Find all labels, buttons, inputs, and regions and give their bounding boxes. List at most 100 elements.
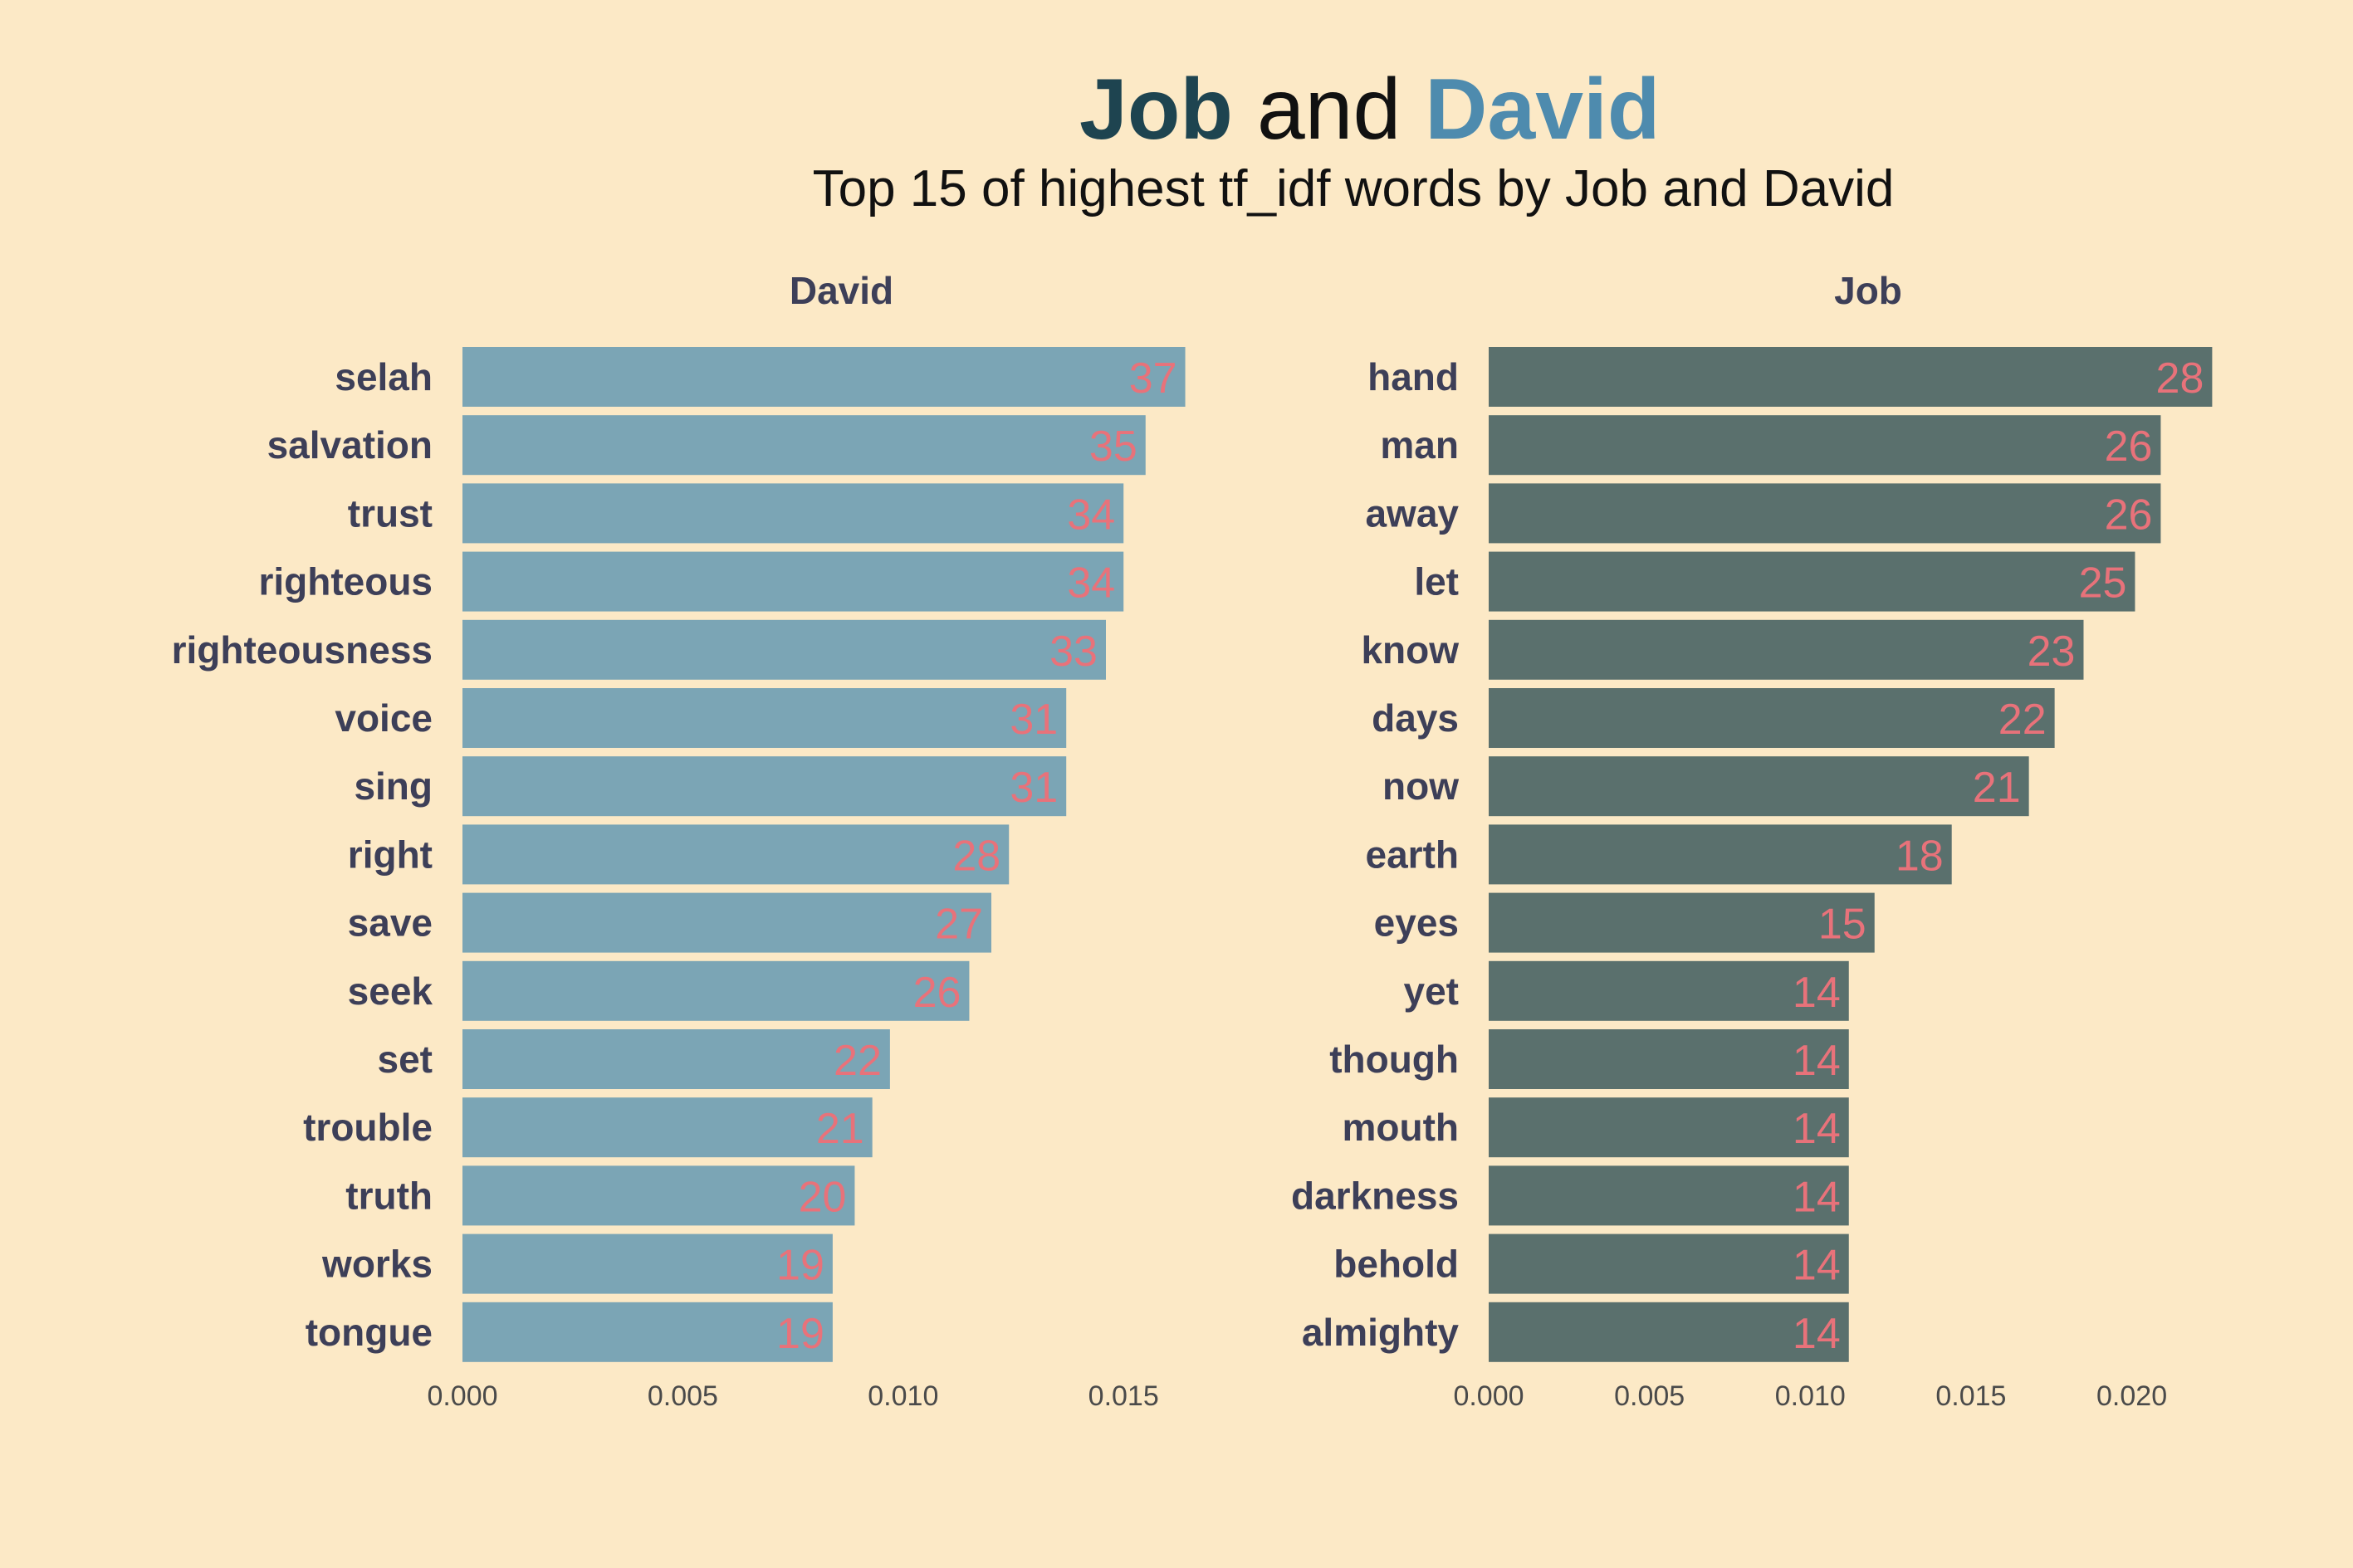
facet-label-david: David bbox=[790, 269, 893, 312]
bar-job-yet bbox=[1489, 960, 1849, 1021]
word-label-job-days: days bbox=[1372, 696, 1459, 740]
value-label-job-though: 14 bbox=[1793, 1037, 1841, 1085]
word-label-job-away: away bbox=[1365, 491, 1459, 535]
bar-david-voice bbox=[462, 688, 1067, 748]
value-label-job-earth: 18 bbox=[1896, 832, 1944, 880]
value-label-david-righteousness: 33 bbox=[1049, 628, 1098, 676]
value-label-david-set: 22 bbox=[834, 1037, 882, 1085]
bar-david-tongue bbox=[462, 1302, 833, 1362]
value-label-job-mouth: 14 bbox=[1793, 1105, 1841, 1153]
word-label-job-almighty: almighty bbox=[1302, 1311, 1460, 1354]
word-label-david-selah: selah bbox=[335, 355, 433, 398]
value-label-job-hand: 28 bbox=[2156, 354, 2204, 403]
x-tick-david-0.000: 0.000 bbox=[427, 1380, 497, 1412]
value-label-job-days: 22 bbox=[1998, 696, 2047, 744]
word-label-job-earth: earth bbox=[1366, 833, 1459, 876]
value-label-job-almighty: 14 bbox=[1793, 1310, 1841, 1358]
bar-job-behold bbox=[1489, 1233, 1849, 1294]
title-david: David bbox=[1425, 61, 1661, 158]
bar-job-man bbox=[1489, 415, 2161, 476]
word-label-david-sing: sing bbox=[354, 764, 433, 808]
bar-david-truth bbox=[462, 1165, 855, 1226]
bar-david-righteous bbox=[462, 551, 1124, 612]
word-label-david-set: set bbox=[378, 1038, 433, 1081]
bar-david-sing bbox=[462, 756, 1067, 817]
x-tick-job-0.020: 0.020 bbox=[2096, 1380, 2167, 1412]
word-label-david-right: right bbox=[348, 833, 433, 876]
value-label-job-yet: 14 bbox=[1793, 969, 1841, 1017]
word-label-david-works: works bbox=[321, 1243, 433, 1286]
value-label-david-tongue: 19 bbox=[776, 1310, 824, 1358]
bar-job-days bbox=[1489, 688, 2055, 748]
word-label-job-yet: yet bbox=[1404, 970, 1459, 1013]
main-title: Job and David bbox=[1079, 60, 1660, 159]
value-label-job-man: 26 bbox=[2105, 423, 2153, 471]
bar-david-salvation bbox=[462, 415, 1146, 476]
x-tick-job-0.005: 0.005 bbox=[1614, 1380, 1685, 1412]
word-label-david-trust: trust bbox=[348, 491, 433, 535]
bar-job-eyes bbox=[1489, 892, 1875, 953]
value-label-david-righteous: 34 bbox=[1067, 559, 1115, 608]
x-tick-david-0.005: 0.005 bbox=[648, 1380, 718, 1412]
value-label-david-trust: 34 bbox=[1067, 491, 1115, 539]
value-label-job-away: 26 bbox=[2105, 491, 2153, 539]
bar-david-selah bbox=[462, 347, 1186, 407]
title-job: Job bbox=[1079, 61, 1233, 158]
x-tick-david-0.010: 0.010 bbox=[868, 1380, 938, 1412]
bar-job-mouth bbox=[1489, 1097, 1849, 1158]
bar-david-righteousness bbox=[462, 619, 1106, 680]
value-label-david-selah: 37 bbox=[1129, 354, 1177, 403]
value-label-david-salvation: 35 bbox=[1089, 423, 1137, 471]
value-label-david-seek: 26 bbox=[913, 969, 961, 1017]
value-label-david-works: 19 bbox=[776, 1242, 824, 1290]
chart-subtitle: Top 15 of highest tf_idf words by Job an… bbox=[812, 160, 1895, 217]
word-label-job-let: let bbox=[1414, 560, 1459, 603]
x-tick-job-0.010: 0.010 bbox=[1775, 1380, 1846, 1412]
bar-david-seek bbox=[462, 960, 970, 1021]
word-label-david-tongue: tongue bbox=[306, 1311, 433, 1354]
bar-job-darkness bbox=[1489, 1165, 1849, 1226]
word-label-job-hand: hand bbox=[1367, 355, 1459, 398]
bar-david-right bbox=[462, 824, 1010, 885]
x-tick-job-0.015: 0.015 bbox=[1935, 1380, 2006, 1412]
bar-job-now bbox=[1489, 756, 2029, 817]
word-label-job-behold: behold bbox=[1333, 1243, 1459, 1286]
value-label-job-let: 25 bbox=[2079, 559, 2127, 608]
word-label-job-eyes: eyes bbox=[1374, 901, 1459, 945]
bar-job-hand bbox=[1489, 347, 2213, 407]
word-label-job-now: now bbox=[1382, 764, 1459, 808]
bar-david-trouble bbox=[462, 1097, 873, 1158]
bar-job-away bbox=[1489, 483, 2161, 544]
word-label-job-man: man bbox=[1380, 423, 1459, 466]
bar-david-save bbox=[462, 892, 991, 953]
word-label-david-truth: truth bbox=[345, 1174, 433, 1217]
bar-david-set bbox=[462, 1029, 890, 1089]
word-label-job-know: know bbox=[1361, 628, 1459, 672]
x-tick-david-0.015: 0.015 bbox=[1088, 1380, 1159, 1412]
value-label-david-trouble: 21 bbox=[816, 1105, 864, 1153]
word-label-david-righteous: righteous bbox=[258, 560, 433, 603]
word-label-job-mouth: mouth bbox=[1342, 1106, 1459, 1149]
facet-label-job: Job bbox=[1834, 269, 1902, 312]
bar-job-know bbox=[1489, 619, 2084, 680]
word-label-david-trouble: trouble bbox=[303, 1106, 433, 1149]
value-label-job-darkness: 14 bbox=[1793, 1173, 1841, 1221]
word-label-david-salvation: salvation bbox=[267, 423, 433, 466]
title-and: and bbox=[1256, 61, 1402, 158]
bar-david-trust bbox=[462, 483, 1124, 544]
bar-job-earth bbox=[1489, 824, 1952, 885]
word-label-david-voice: voice bbox=[335, 696, 433, 740]
value-label-job-know: 23 bbox=[2028, 628, 2076, 676]
word-label-david-righteousness: righteousness bbox=[172, 628, 433, 672]
value-label-job-now: 21 bbox=[1973, 764, 2021, 812]
word-label-david-save: save bbox=[348, 901, 433, 945]
word-label-job-darkness: darkness bbox=[1291, 1174, 1459, 1217]
value-label-job-behold: 14 bbox=[1793, 1242, 1841, 1290]
value-label-david-right: 28 bbox=[952, 832, 1000, 880]
bar-job-let bbox=[1489, 551, 2135, 612]
word-label-david-seek: seek bbox=[348, 970, 433, 1013]
bar-job-though bbox=[1489, 1029, 1849, 1089]
bar-david-works bbox=[462, 1233, 833, 1294]
